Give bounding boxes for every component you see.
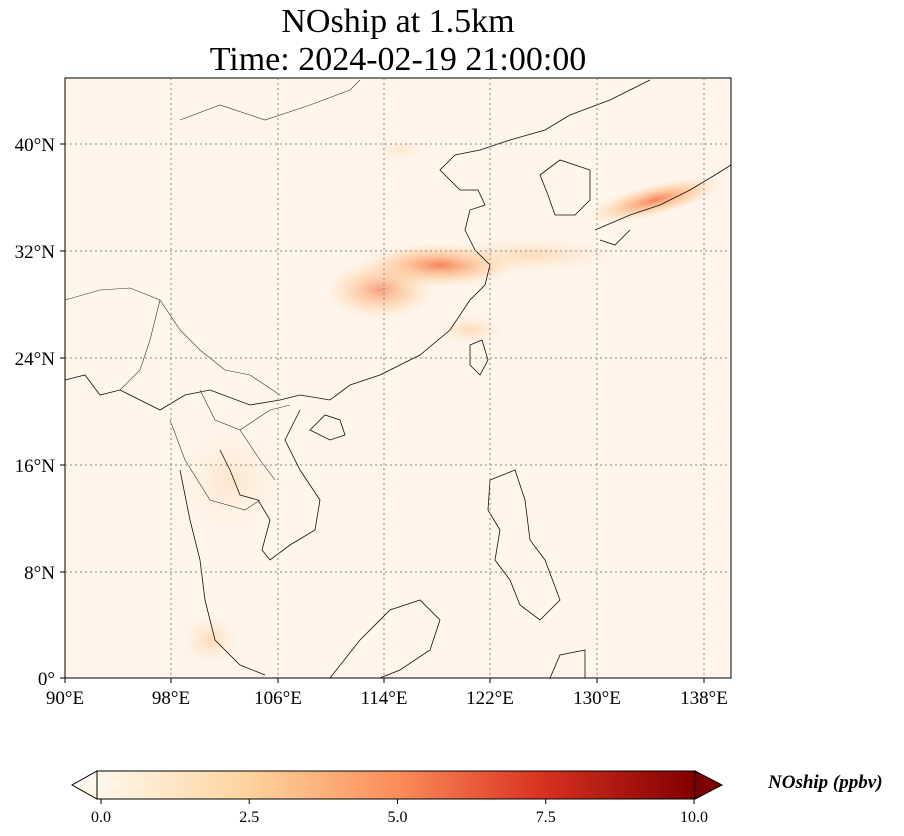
colorbar-ticks: 0.0 2.5 5.0 7.5 10.0 [91, 799, 708, 826]
map-title: NOship at 1.5km [281, 3, 515, 40]
plume-east-china-sea [440, 237, 620, 273]
colorbar-extend-low [70, 770, 98, 800]
lon-tick-label: 130°E [573, 688, 621, 709]
lon-tick-label: 98°E [152, 688, 190, 709]
colorbar-tick-label: 10.0 [680, 809, 708, 826]
lon-tick-label: 138°E [680, 688, 728, 709]
colorbar-tick-label: 7.5 [536, 809, 556, 826]
longitude-ticks: 90°E 98°E 106°E 114°E 122°E 130°E 138°E [46, 678, 728, 709]
plume-indochina [175, 425, 285, 535]
plume-east-china [325, 260, 435, 320]
plume-taiwan-strait [435, 315, 505, 345]
lat-tick-label: 0° [38, 669, 55, 690]
lat-tick-label: 16°N [15, 456, 56, 477]
colorbar: 0.0 2.5 5.0 7.5 10.0 NOship (ppbv) [70, 770, 883, 826]
lon-tick-label: 90°E [46, 688, 84, 709]
plume-bohai [375, 138, 425, 162]
lat-tick-label: 40°N [15, 135, 56, 156]
borders [65, 79, 361, 511]
coastlines [65, 79, 731, 678]
lat-tick-label: 32°N [15, 242, 56, 263]
colorbar-tick-label: 2.5 [239, 809, 259, 826]
colorbar-tick-label: 0.0 [91, 809, 111, 826]
lon-tick-label: 106°E [254, 688, 302, 709]
map-panel [64, 77, 732, 679]
lat-tick-label: 8°N [24, 563, 55, 584]
latitude-ticks: 0° 8°N 16°N 24°N 32°N 40°N [15, 135, 65, 690]
plume-japan [586, 177, 724, 223]
colorbar-tick-label: 5.0 [388, 809, 408, 826]
colorbar-extend-high [694, 770, 724, 800]
lat-tick-label: 24°N [15, 349, 56, 370]
colorbar-label: NOship (ppbv) [767, 772, 883, 793]
colorbar-gradient [96, 770, 696, 800]
map-frame [64, 77, 732, 679]
concentration-field [65, 79, 731, 678]
plume-malacca [180, 615, 240, 665]
gridlines [65, 78, 731, 678]
lon-tick-label: 114°E [361, 688, 408, 709]
map-background [65, 78, 731, 678]
lon-tick-label: 122°E [466, 688, 514, 709]
map-subtitle: Time: 2024-02-19 21:00:00 [209, 41, 587, 78]
